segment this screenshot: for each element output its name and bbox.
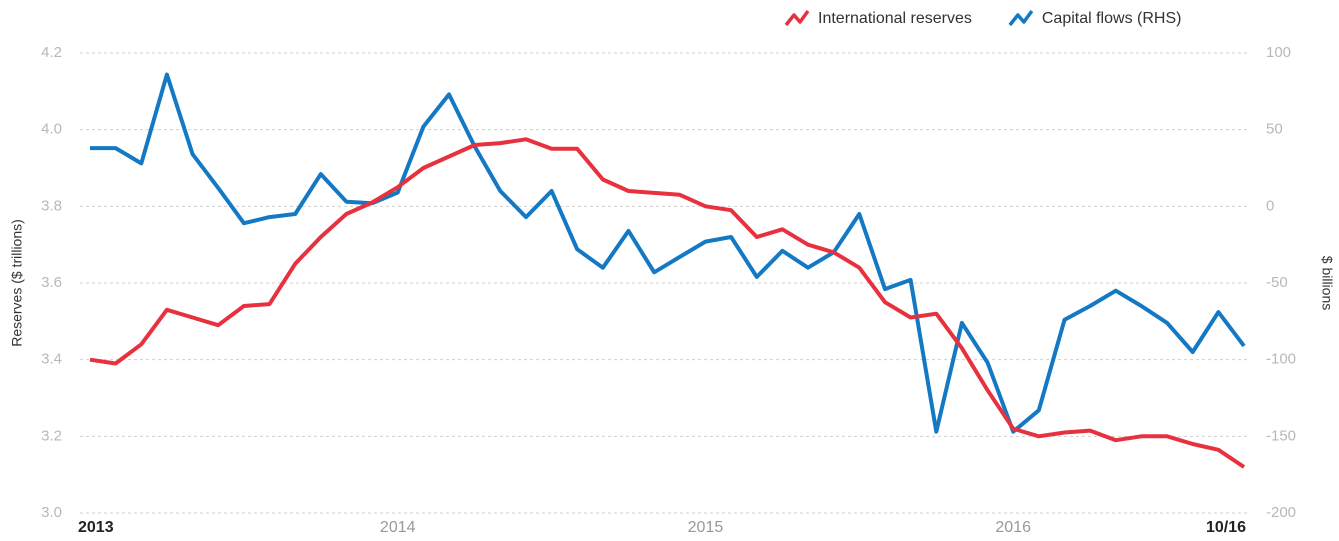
- y-tick-label: 4.0: [41, 121, 62, 138]
- y2-tick-label: 0: [1266, 197, 1274, 214]
- y-tick-label: 3.0: [41, 504, 62, 521]
- x-tick-label: 10/16: [1206, 519, 1246, 536]
- legend-label: International reserves: [818, 10, 972, 27]
- x-tick-label: 2016: [995, 519, 1031, 536]
- y2-tick-label: 50: [1266, 121, 1283, 138]
- y2-tick-label: -50: [1266, 274, 1288, 291]
- y-tick-label: 3.6: [41, 274, 62, 291]
- series-line: [89, 137, 1246, 469]
- legend-icon: [1008, 9, 1034, 27]
- y2-tick-label: -100: [1266, 351, 1296, 368]
- x-tick-label: 2015: [688, 519, 724, 536]
- y2-axis-label: $ billions: [1319, 256, 1335, 310]
- y2-tick-label: -200: [1266, 504, 1296, 521]
- x-tick-label: 2013: [78, 519, 114, 536]
- y-tick-label: 3.2: [41, 427, 62, 444]
- legend-icon: [784, 9, 810, 27]
- series-line: [90, 72, 1246, 434]
- y-tick-label: 3.8: [41, 197, 62, 214]
- y-axis-label: Reserves ($ trillions): [9, 219, 25, 347]
- y2-tick-label: 100: [1266, 44, 1291, 61]
- legend-label: Capital flows (RHS): [1042, 10, 1182, 27]
- y-tick-label: 4.2: [41, 44, 62, 61]
- y-tick-label: 3.4: [41, 351, 62, 368]
- x-tick-label: 2014: [380, 519, 416, 536]
- y2-tick-label: -150: [1266, 427, 1296, 444]
